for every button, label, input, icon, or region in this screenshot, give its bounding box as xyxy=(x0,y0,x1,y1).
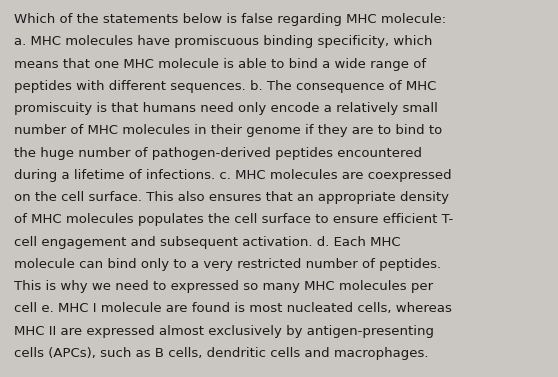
Text: cell engagement and subsequent activation. d. Each MHC: cell engagement and subsequent activatio… xyxy=(14,236,401,248)
Text: promiscuity is that humans need only encode a relatively small: promiscuity is that humans need only enc… xyxy=(14,102,438,115)
Text: the huge number of pathogen-derived peptides encountered: the huge number of pathogen-derived pept… xyxy=(14,147,422,159)
Text: cells (APCs), such as B cells, dendritic cells and macrophages.: cells (APCs), such as B cells, dendritic… xyxy=(14,347,429,360)
Text: Which of the statements below is false regarding MHC molecule:: Which of the statements below is false r… xyxy=(14,13,446,26)
Text: number of MHC molecules in their genome if they are to bind to: number of MHC molecules in their genome … xyxy=(14,124,442,137)
Text: on the cell surface. This also ensures that an appropriate density: on the cell surface. This also ensures t… xyxy=(14,191,449,204)
Text: during a lifetime of infections. c. MHC molecules are coexpressed: during a lifetime of infections. c. MHC … xyxy=(14,169,451,182)
Text: peptides with different sequences. b. The consequence of MHC: peptides with different sequences. b. Th… xyxy=(14,80,436,93)
Text: means that one MHC molecule is able to bind a wide range of: means that one MHC molecule is able to b… xyxy=(14,58,426,70)
Text: This is why we need to expressed so many MHC molecules per: This is why we need to expressed so many… xyxy=(14,280,433,293)
Text: cell e. MHC I molecule are found is most nucleated cells, whereas: cell e. MHC I molecule are found is most… xyxy=(14,302,452,315)
Text: molecule can bind only to a very restricted number of peptides.: molecule can bind only to a very restric… xyxy=(14,258,441,271)
Text: of MHC molecules populates the cell surface to ensure efficient T-: of MHC molecules populates the cell surf… xyxy=(14,213,453,226)
Text: a. MHC molecules have promiscuous binding specificity, which: a. MHC molecules have promiscuous bindin… xyxy=(14,35,432,48)
Text: MHC II are expressed almost exclusively by antigen-presenting: MHC II are expressed almost exclusively … xyxy=(14,325,434,337)
